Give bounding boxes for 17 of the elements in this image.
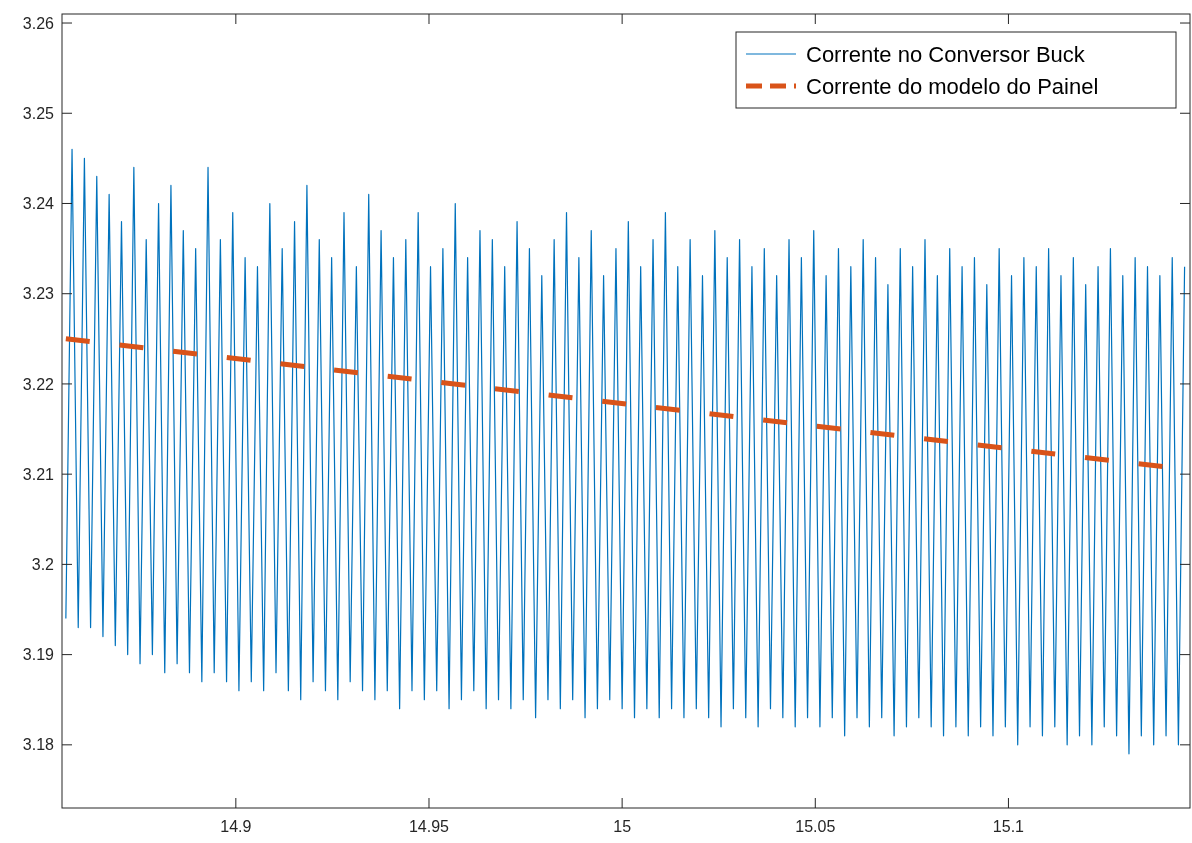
- y-tick-label: 3.18: [22, 736, 55, 754]
- y-tick-label: 3.24: [22, 195, 55, 213]
- legend-label: Corrente no Conversor Buck: [806, 41, 1086, 67]
- line-series: [65, 148, 1186, 755]
- y-tick-label: 3.2: [31, 555, 55, 573]
- y-tick-label: 3.25: [22, 104, 55, 122]
- y-tick-label: 3.26: [22, 14, 55, 32]
- x-tick-label: 15: [613, 818, 632, 835]
- x-tick-label: 15.1: [992, 818, 1025, 835]
- x-tick-label: 14.95: [408, 818, 450, 835]
- y-tick-label: 3.23: [22, 285, 55, 303]
- y-tick-label: 3.22: [22, 375, 55, 393]
- legend-label: Corrente do modelo do Painel: [806, 73, 1099, 99]
- x-tick-label: 15.05: [795, 818, 836, 835]
- y-tick-label: 3.21: [22, 465, 55, 483]
- x-tick-label: 14.9: [220, 818, 252, 835]
- y-tick-label: 3.19: [22, 646, 55, 664]
